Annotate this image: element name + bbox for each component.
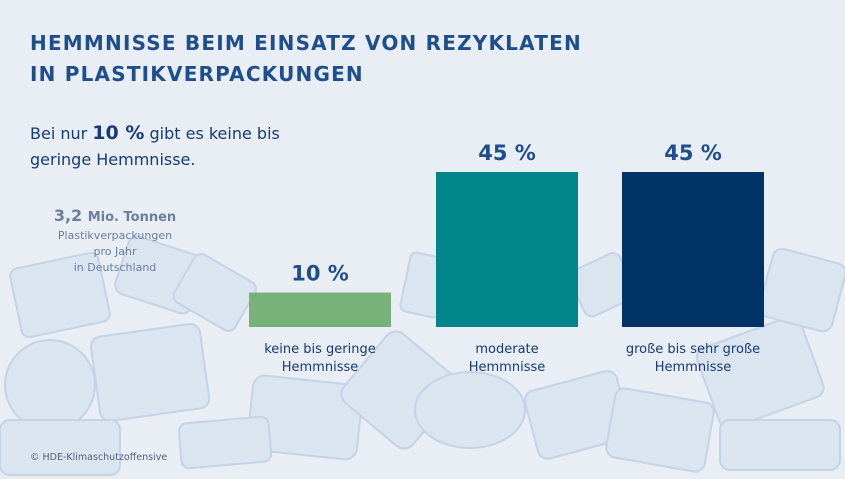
category-label-3: große bis sehr große Hemmnisse: [626, 342, 760, 375]
category-label-1: keine bis geringe Hemmnisse: [264, 342, 376, 375]
volume-line-2: pro Jahr: [93, 245, 137, 258]
bar-1: [249, 292, 391, 327]
category-label-2: moderate Hemmnisse: [469, 342, 546, 375]
volume-unit: Mio. Tonnen: [87, 210, 177, 225]
chart-title: HEMMNISSE BEIM EINSATZ VON REZYKLATEN IN…: [30, 28, 582, 90]
bar-2: [436, 172, 578, 327]
lead-pre: Bei nur: [30, 124, 93, 143]
value-label-2: 45 %: [478, 141, 536, 165]
title-line-1: HEMMNISSE BEIM EINSATZ VON REZYKLATEN: [30, 31, 582, 55]
volume-value: 3,2: [53, 206, 83, 225]
lead-post: gibt es keine bis geringe Hemmnisse.: [30, 124, 280, 169]
volume-note: 3,2 Mio. Tonnen Plastikverpackungen pro …: [40, 206, 190, 276]
volume-line-1: Plastikverpackungen: [57, 229, 173, 242]
volume-line-3: in Deutschland: [73, 261, 157, 274]
title-line-2: IN PLASTIKVERPACKUNGEN: [30, 62, 364, 86]
value-label-1: 10 %: [291, 262, 349, 286]
bar-3: [622, 172, 764, 327]
volume-figure: 3,2 Mio. Tonnen: [40, 206, 190, 228]
lead-statement: Bei nur 10 % gibt es keine bis geringe H…: [30, 120, 330, 173]
value-label-3: 45 %: [664, 141, 722, 165]
copyright-credit: © HDE-Klimaschutzoffensive: [30, 452, 168, 463]
lead-highlight: 10 %: [92, 122, 145, 144]
